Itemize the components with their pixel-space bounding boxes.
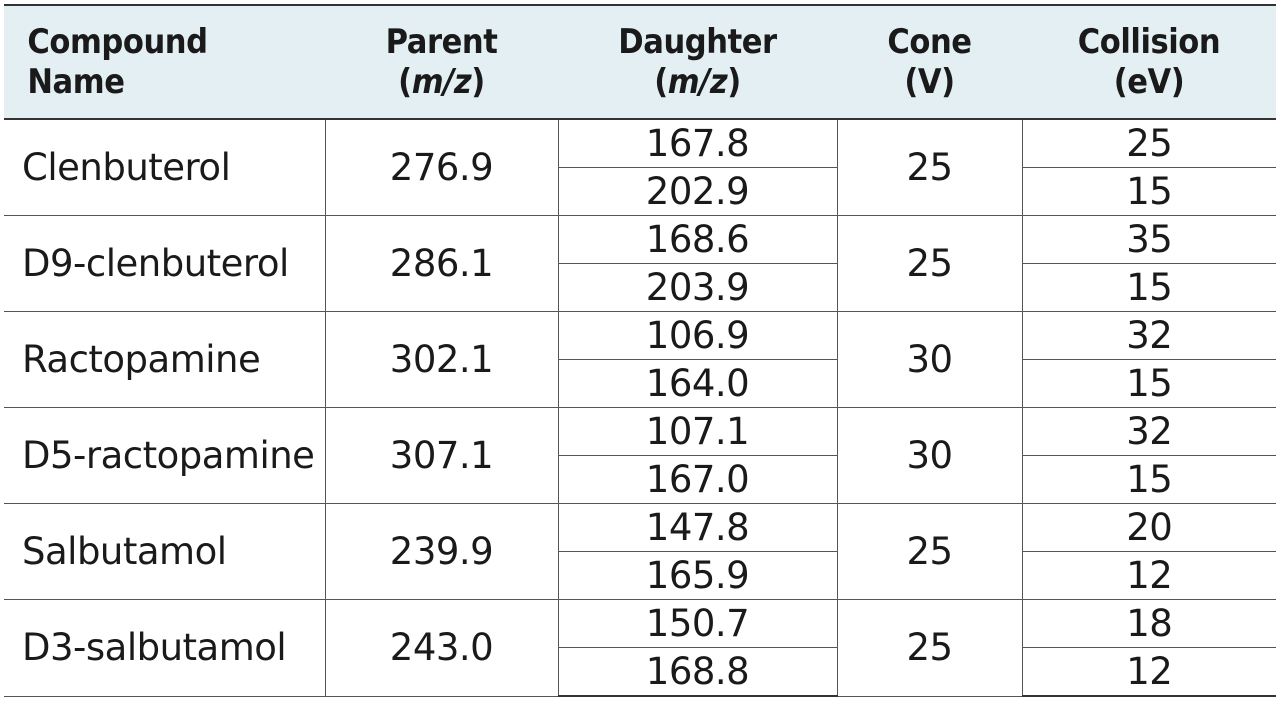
header-parent-unit-close: ) [471, 62, 485, 102]
daughter-mz-cell: 147.8 [558, 503, 838, 552]
collision-energy-cell: 12 [1022, 551, 1276, 600]
table-row: 202.9 15 [4, 167, 1276, 216]
cone-voltage-cell: 25 [837, 503, 1023, 600]
collision-energy-cell: 20 [1022, 503, 1276, 552]
cone-voltage-cell: 30 [837, 407, 1023, 504]
daughter-mz-cell: 164.0 [558, 359, 838, 408]
header-cone-label: Cone [887, 21, 972, 62]
header-row: Compound Name Parent (m/z) Daughter (m/z… [4, 5, 1276, 119]
header-cone: Cone (V) [846, 5, 1013, 119]
table-row: Ractopamine 302.1 106.9 30 32 [4, 311, 1276, 408]
collision-energy-cell: 15 [1022, 263, 1276, 312]
cone-voltage-cell: 30 [837, 311, 1023, 408]
header-parent-unit-open: ( [398, 62, 412, 102]
cone-voltage-cell: 25 [837, 119, 1023, 216]
collision-energy-cell: 35 [1022, 215, 1276, 264]
daughter-mz-cell: 167.8 [558, 119, 838, 168]
header-parent-unit: m/z [411, 62, 472, 102]
table-row: 168.8 12 [4, 647, 1276, 697]
header-daughter-unit-open: ( [654, 62, 668, 102]
header-daughter: Daughter (m/z) [572, 5, 823, 119]
compound-name-cell: Ractopamine [4, 311, 326, 408]
header-daughter-unit: m/z [667, 62, 728, 102]
daughter-mz-cell: 168.6 [558, 215, 838, 264]
header-collision-label: Collision [1077, 21, 1221, 62]
parent-mz-cell: 286.1 [325, 215, 559, 312]
table-row: 203.9 15 [4, 263, 1276, 312]
header-collision: Collision (eV) [1035, 5, 1264, 119]
daughter-mz-cell: 165.9 [558, 551, 838, 600]
header-cone-unit: (V) [904, 62, 955, 102]
compound-name-cell: D9-clenbuterol [4, 215, 326, 312]
daughter-mz-cell: 150.7 [558, 599, 838, 648]
collision-energy-cell: 25 [1022, 119, 1276, 168]
compound-name-cell: D3-salbutamol [4, 599, 326, 697]
daughter-mz-cell: 202.9 [558, 167, 838, 216]
collision-energy-cell: 15 [1022, 455, 1276, 504]
table-row: D3-salbutamol 243.0 150.7 25 18 [4, 599, 1276, 697]
table-row: Clenbuterol 276.9 167.8 25 25 [4, 119, 1276, 216]
parent-mz-cell: 307.1 [325, 407, 559, 504]
header-compound-name: Compound Name [4, 5, 293, 119]
table-body: Clenbuterol 276.9 167.8 25 25 202.9 15 D… [4, 119, 1276, 697]
collision-energy-cell: 12 [1022, 647, 1276, 697]
mrm-parameters-table: Compound Name Parent (m/z) Daughter (m/z… [4, 4, 1276, 697]
compound-name-cell: Clenbuterol [4, 119, 326, 216]
daughter-mz-cell: 107.1 [558, 407, 838, 456]
header-daughter-label: Daughter [618, 21, 777, 62]
collision-energy-cell: 18 [1022, 599, 1276, 648]
daughter-mz-cell: 203.9 [558, 263, 838, 312]
compound-name-cell: Salbutamol [4, 503, 326, 600]
header-parent: Parent (m/z) [337, 5, 547, 119]
compound-name-cell: D5-ractopamine [4, 407, 326, 504]
header-parent-label: Parent [385, 21, 498, 62]
collision-energy-cell: 15 [1022, 359, 1276, 408]
daughter-mz-cell: 167.0 [558, 455, 838, 504]
table-row: 165.9 12 [4, 551, 1276, 600]
collision-energy-cell: 15 [1022, 167, 1276, 216]
collision-energy-cell: 32 [1022, 407, 1276, 456]
daughter-mz-cell: 168.8 [558, 647, 838, 697]
parent-mz-cell: 239.9 [325, 503, 559, 600]
collision-energy-cell: 32 [1022, 311, 1276, 360]
parent-mz-cell: 243.0 [325, 599, 559, 697]
header-compound-name-label: Compound Name [27, 22, 208, 103]
parent-mz-cell: 276.9 [325, 119, 559, 216]
table-header: Compound Name Parent (m/z) Daughter (m/z… [4, 5, 1276, 119]
table-row: Salbutamol 239.9 147.8 25 20 [4, 503, 1276, 600]
parent-mz-cell: 302.1 [325, 311, 559, 408]
mrm-parameters-table-wrap: Compound Name Parent (m/z) Daughter (m/z… [4, 4, 1276, 698]
table-row: 164.0 15 [4, 359, 1276, 408]
header-collision-unit: (eV) [1113, 62, 1185, 102]
cone-voltage-cell: 25 [837, 599, 1023, 697]
cone-voltage-cell: 25 [837, 215, 1023, 312]
header-daughter-unit-close: ) [727, 62, 741, 102]
daughter-mz-cell: 106.9 [558, 311, 838, 360]
table-row: D9-clenbuterol 286.1 168.6 25 35 [4, 215, 1276, 312]
table-row: D5-ractopamine 307.1 107.1 30 32 [4, 407, 1276, 504]
table-row: 167.0 15 [4, 455, 1276, 504]
